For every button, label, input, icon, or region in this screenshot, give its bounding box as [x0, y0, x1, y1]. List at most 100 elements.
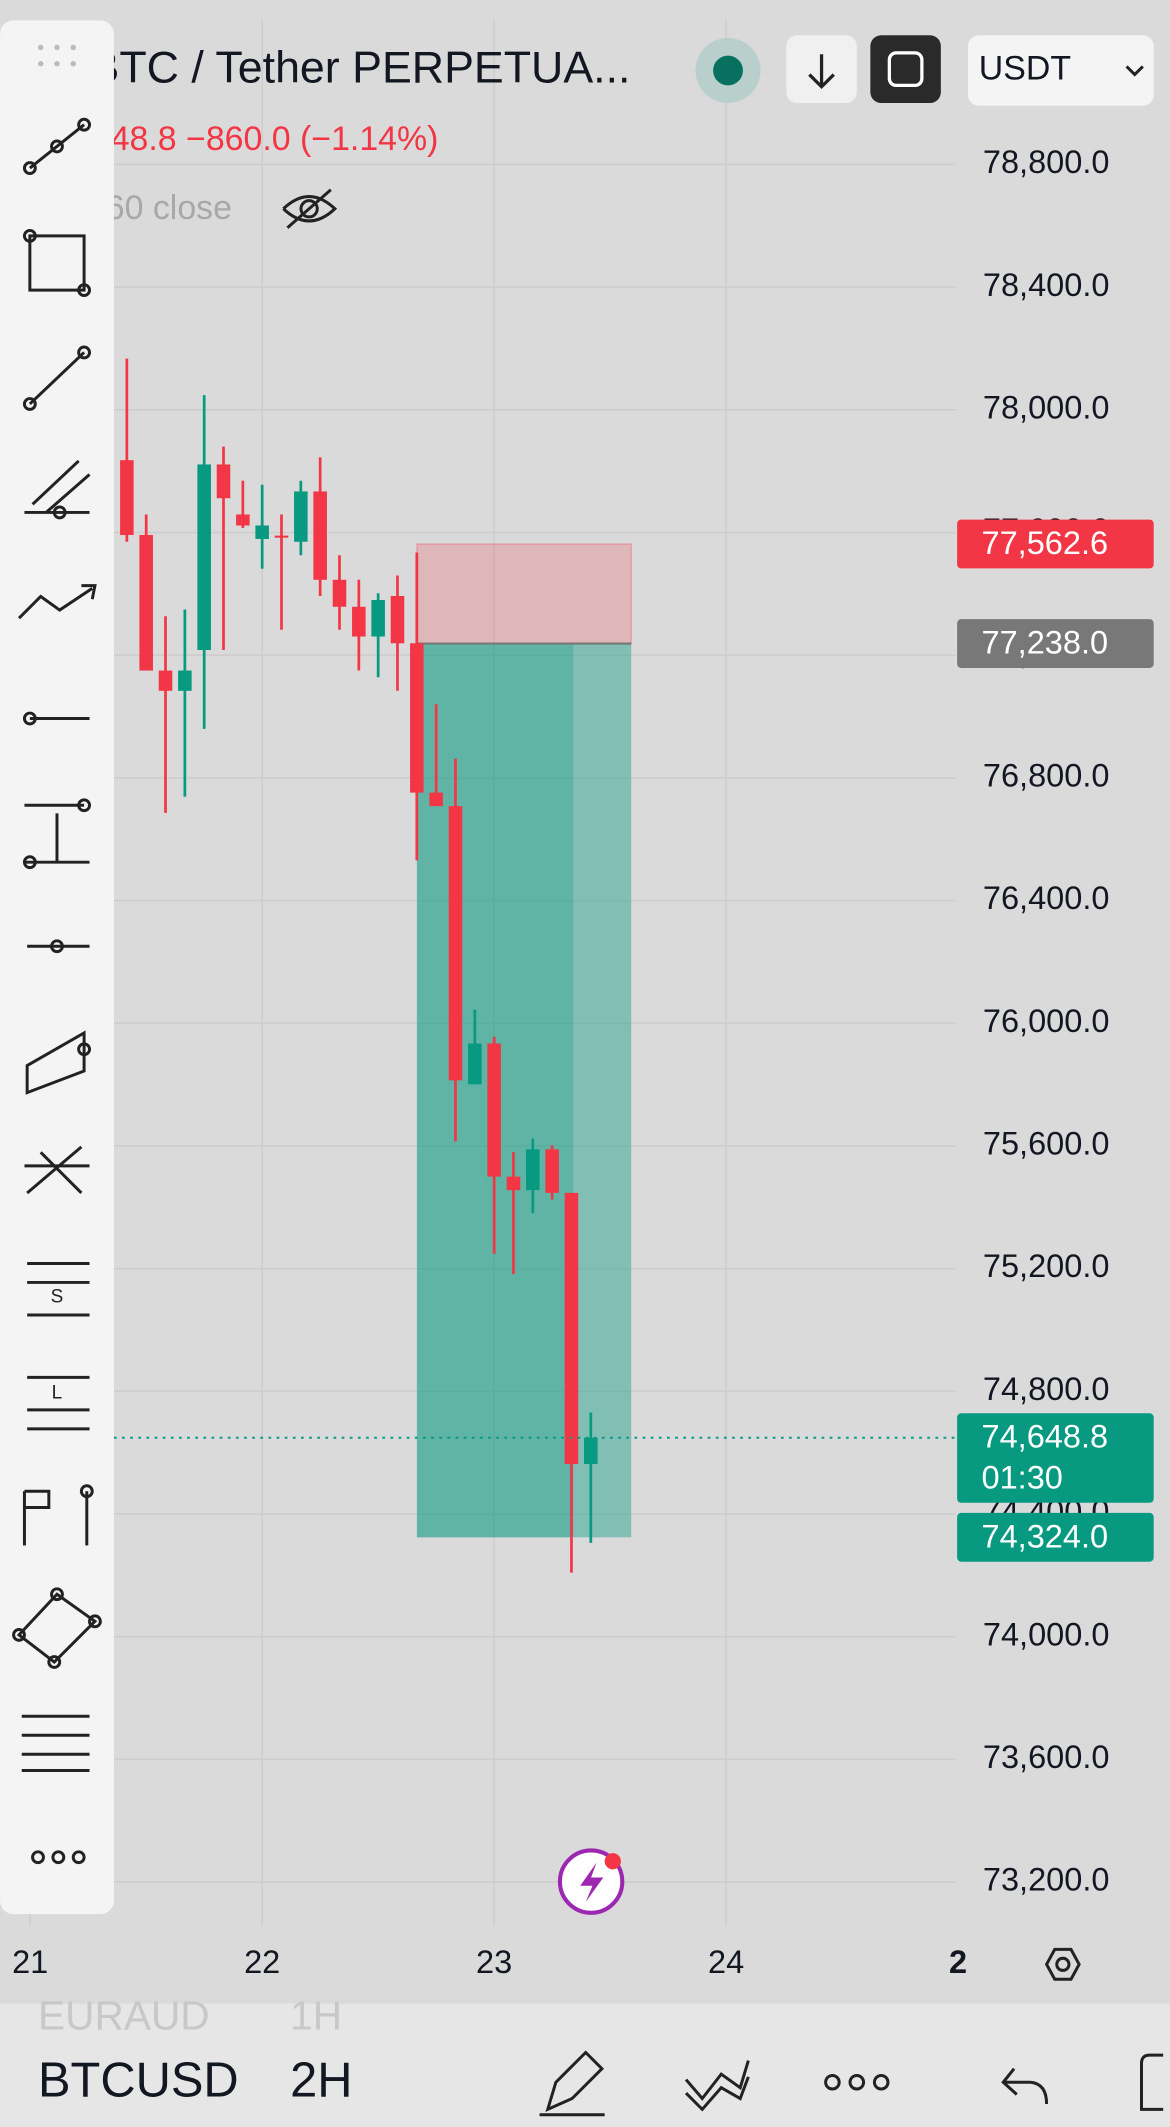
rectangle-part: [77, 283, 92, 298]
candle-body: [390, 596, 405, 644]
price-tag-label: 77,562.6: [982, 525, 1109, 561]
price-tag-label: 77,238.0: [982, 625, 1109, 661]
ray-part: [22, 711, 37, 726]
candle-body: [294, 491, 308, 542]
price-tag: [957, 619, 1154, 668]
hide-icon[interactable]: [282, 188, 338, 229]
candle-body: [158, 670, 173, 691]
rectangle[interactable]: [22, 228, 92, 298]
bottom-bar: EURAUD 1H BTCUSD 2H: [0, 1992, 1170, 2127]
candle-body: [371, 600, 385, 637]
last-price-tag: [957, 1413, 1154, 1503]
fullscreen-button[interactable]: [870, 35, 941, 104]
horizontal-ray-part: [50, 939, 64, 954]
xabcd-part: [12, 1627, 26, 1642]
more-tools[interactable]: [31, 1850, 86, 1865]
x-tick-label: 24: [708, 1944, 744, 1980]
fib[interactable]: [21, 1714, 90, 1772]
dot: [848, 2073, 866, 2091]
y-tick-label: 75,600.0: [983, 1126, 1110, 1162]
xabcd-part: [47, 1655, 62, 1669]
candle-body: [255, 525, 269, 539]
trend-line[interactable]: [22, 345, 92, 411]
settings-icon[interactable]: [1044, 1947, 1081, 1981]
candle-body: [197, 464, 211, 651]
candle-body: [236, 514, 250, 526]
gann-fan[interactable]: [24, 1145, 90, 1195]
more-tools-part: [71, 1850, 86, 1865]
y-tick-label: 73,600.0: [983, 1739, 1110, 1775]
candle-body: [448, 806, 463, 1081]
measure[interactable]: [22, 798, 92, 870]
drag-handle: [54, 61, 60, 67]
time-axis: 21 22 23 24 2: [12, 1944, 1081, 1981]
previous-symbol[interactable]: EURAUD: [38, 1992, 210, 2038]
drawing-toolbar: SL: [0, 20, 114, 1915]
candle-body: [526, 1149, 540, 1191]
pitchfork-part: [45, 473, 91, 514]
y-tick-label: 75,200.0: [983, 1248, 1110, 1284]
pen: [539, 2050, 605, 2117]
path-part: [81, 584, 97, 600]
status-dot[interactable]: [713, 55, 743, 86]
rectangle-part: [28, 234, 86, 292]
trend-channel-part: [22, 161, 37, 176]
stop-zone: [416, 543, 632, 645]
xabcd-part: [50, 1587, 64, 1602]
parallel-channel[interactable]: [25, 1030, 92, 1095]
candle-body: [564, 1192, 579, 1465]
path[interactable]: [17, 584, 97, 620]
wave: [684, 2076, 750, 2112]
y-tick-label: 73,200.0: [983, 1862, 1110, 1898]
pitchfork[interactable]: [24, 459, 91, 520]
trend-channel[interactable]: [22, 117, 92, 176]
xabcd[interactable]: [12, 1587, 102, 1669]
x-tick-label: 21: [12, 1944, 48, 1980]
measure-part: [22, 855, 37, 870]
trend-channel-part: [50, 139, 64, 154]
xabcd-part: [88, 1614, 102, 1629]
candle-body: [332, 579, 347, 607]
undo-button[interactable]: [1001, 2067, 1049, 2104]
more-tools-part: [51, 1850, 66, 1865]
symbol[interactable]: BTCUSD: [38, 2054, 239, 2108]
flag-pin-part: [24, 1489, 51, 1509]
pen-button[interactable]: [539, 2050, 605, 2117]
flag-pin[interactable]: [22, 1484, 94, 1546]
more-button[interactable]: [824, 2073, 890, 2091]
candle-body: [410, 643, 424, 793]
ray[interactable]: [22, 711, 90, 726]
candle-body: [139, 534, 153, 671]
symbol-title[interactable]: BTC / Tether PERPETUA...: [90, 43, 631, 92]
interval[interactable]: 2H: [290, 2054, 352, 2108]
plot: [113, 358, 956, 1573]
pitchfork-part: [52, 505, 67, 520]
y-tick-label: 78,800.0: [983, 144, 1110, 180]
y-tick-label: 76,800.0: [983, 758, 1110, 794]
toolbar-panel: [0, 20, 114, 1915]
price-tags: 77,562.6 77,238.0 74,324.0 74,648.8 01:30: [957, 519, 1154, 1562]
bolt: [580, 1862, 604, 1902]
redo-button[interactable]: [1139, 2053, 1164, 2111]
more-tools-part: [31, 1850, 45, 1865]
indicators-button[interactable]: [684, 2060, 750, 2112]
candle-body: [216, 464, 231, 499]
horizontal-ray[interactable]: [27, 939, 90, 954]
down-arrow: [808, 54, 835, 90]
icon-letter: L: [52, 1383, 63, 1404]
currency-select[interactable]: [967, 35, 1154, 106]
previous-interval[interactable]: 1H: [290, 1992, 342, 2038]
y-tick-label: 76,400.0: [983, 880, 1110, 916]
drag-handle: [70, 44, 76, 51]
parallel-channel-part: [25, 1030, 86, 1095]
long-position[interactable]: [27, 1375, 90, 1431]
trend-channel-part: [77, 117, 92, 132]
drag-handle: [37, 61, 44, 67]
fullscreen-icon: [887, 51, 924, 88]
short-position[interactable]: [27, 1261, 90, 1317]
gann-fan-part: [39, 1151, 83, 1195]
candle-body: [429, 792, 443, 807]
